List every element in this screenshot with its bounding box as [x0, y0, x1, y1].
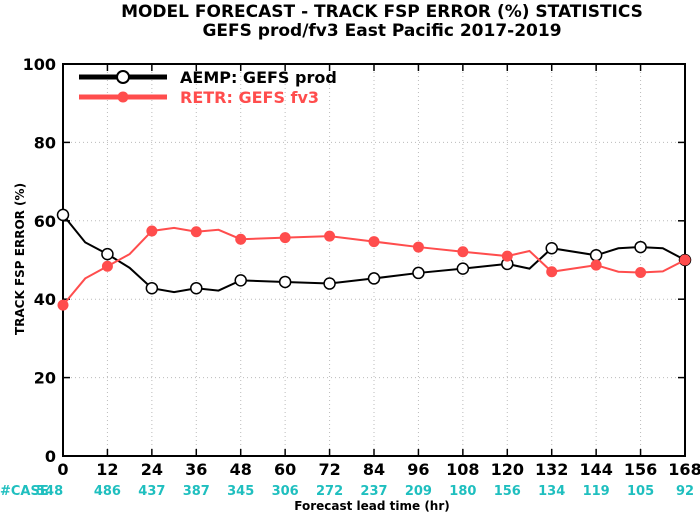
chart-subtitle: GEFS prod/fv3 East Pacific 2017-2019 [202, 21, 561, 41]
series-line-2 [62, 226, 686, 306]
series-point-2 [412, 241, 424, 253]
series-point-1 [634, 240, 647, 254]
legend-marker-2 [117, 91, 129, 103]
series-point-2 [501, 250, 513, 262]
series-point-1 [145, 281, 159, 295]
series-point-2 [279, 232, 291, 244]
y-tick-label: 0 [45, 447, 56, 466]
series-layer [56, 208, 692, 311]
case-count: 105 [627, 484, 654, 499]
x-tick-label: 132 [535, 460, 568, 479]
series-point-1 [56, 208, 70, 222]
series-point-1 [545, 241, 558, 255]
case-label: #CASE [0, 484, 49, 499]
series-point-1 [278, 275, 292, 289]
series-point-2 [635, 267, 647, 279]
grid [63, 64, 685, 456]
legend-label-1: AEMP: GEFS prod [180, 68, 337, 87]
series-point-2 [590, 259, 602, 271]
case-count: 345 [227, 484, 254, 499]
case-count: 272 [316, 484, 343, 499]
series-point-2 [57, 299, 69, 311]
case-count: 306 [272, 484, 299, 499]
series-point-2 [324, 230, 336, 242]
x-tick-label: 156 [624, 460, 657, 479]
x-tick-label: 72 [318, 460, 340, 479]
series-point-1 [367, 272, 381, 285]
chart-title: MODEL FORECAST - TRACK FSP ERROR (%) STA… [121, 2, 643, 22]
x-tick-label: 120 [491, 460, 524, 479]
x-tick-label: 108 [446, 460, 479, 479]
y-tick-label: 100 [23, 55, 56, 74]
tick-labels: 0 12 24 36 48 60 72 84 96 108 120 132 144 156 168 0 20 40… [23, 55, 700, 479]
case-count: 92 [676, 484, 694, 499]
case-count: 209 [405, 484, 432, 499]
case-count: 486 [94, 484, 121, 499]
x-axis-label: Forecast lead time (hr) [294, 499, 450, 513]
series-point-1 [412, 266, 425, 280]
series-point-2 [368, 236, 380, 248]
series-point-2 [235, 233, 247, 245]
x-tick-label: 60 [274, 460, 296, 479]
series-point-2 [190, 226, 202, 238]
x-tick-label: 0 [57, 460, 68, 479]
case-count: 237 [360, 484, 387, 499]
y-tick-label: 40 [34, 290, 56, 309]
series-point-2 [457, 246, 469, 258]
y-tick-label: 20 [34, 369, 56, 388]
x-tick-label: 24 [141, 460, 163, 479]
case-count: 134 [538, 484, 565, 499]
y-tick-label: 80 [34, 133, 56, 152]
y-axis-label: TRACK FSP ERROR (%) [13, 183, 27, 335]
legend-label-2: RETR: GEFS fv3 [180, 88, 319, 107]
series-point-1 [456, 262, 470, 275]
case-count: 119 [583, 484, 610, 499]
x-tick-label: 48 [230, 460, 252, 479]
series-point-1 [190, 281, 203, 295]
series-point-2 [546, 266, 558, 278]
series-line-1 [62, 214, 686, 294]
case-count: 156 [494, 484, 521, 499]
x-tick-label: 96 [407, 460, 429, 479]
series-point-2 [146, 225, 158, 237]
series-point-2 [101, 260, 113, 272]
y-tick-label: 60 [34, 212, 56, 231]
legend-marker-1 [116, 70, 130, 84]
x-tick-label: 12 [96, 460, 118, 479]
case-count: 548 [36, 484, 63, 499]
case-count: 437 [138, 484, 165, 499]
case-count: 387 [183, 484, 210, 499]
series-point-1 [234, 274, 247, 287]
series-point-1 [323, 277, 336, 290]
series-point-2 [679, 254, 691, 266]
series-point-1 [101, 247, 114, 261]
case-count: 180 [449, 484, 476, 499]
series-point-1 [589, 249, 603, 262]
x-tick-label: 168 [668, 460, 700, 479]
x-tick-label: 36 [185, 460, 207, 479]
x-tick-label: 144 [579, 460, 612, 479]
x-tick-label: 84 [363, 460, 385, 479]
